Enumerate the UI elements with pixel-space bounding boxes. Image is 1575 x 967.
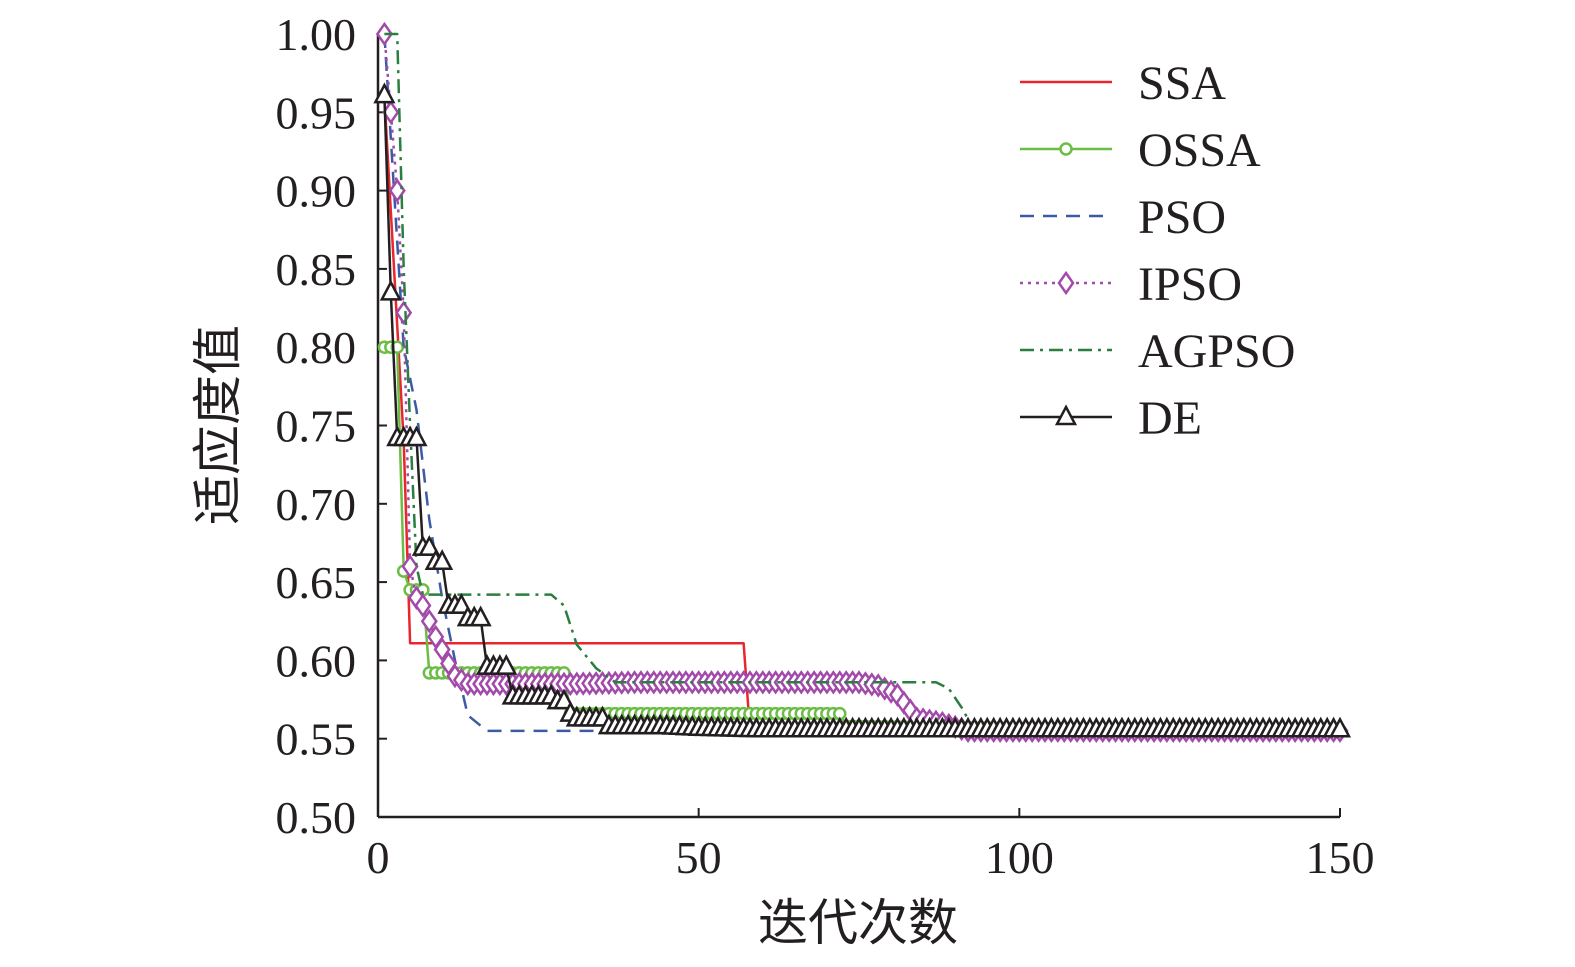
data-point — [469, 605, 492, 627]
legend-item-ssa: SSA — [1020, 57, 1226, 110]
data-point — [418, 534, 441, 556]
legend-item-agpso: AGPSO — [1020, 325, 1295, 378]
y-tick-label: 0.95 — [276, 87, 357, 138]
x-tick-label: 100 — [985, 832, 1054, 883]
x-tick-label: 50 — [676, 832, 722, 883]
y-tick-label: 1.00 — [276, 9, 357, 60]
legend-marker — [1057, 270, 1075, 296]
data-point — [552, 688, 576, 710]
legend-label: DE — [1138, 392, 1202, 445]
data-point — [382, 100, 400, 125]
y-tick-label: 0.75 — [276, 401, 357, 452]
axes: 0.50 0.55 0.60 0.65 0.70 0.75 0.80 0.85 0.90 0.95… — [276, 9, 1375, 883]
legend-label: PSO — [1138, 191, 1226, 244]
x-tick-label: 150 — [1306, 832, 1375, 883]
data-point — [373, 82, 396, 104]
legend-item-ipso: IPSO — [1020, 258, 1242, 311]
data-point — [450, 592, 473, 614]
x-axis-title: 迭代次数 — [758, 894, 958, 952]
legend-marker — [1059, 142, 1073, 156]
data-point — [431, 549, 454, 570]
y-tick-label: 0.60 — [276, 635, 357, 686]
y-tick-label: 0.85 — [276, 244, 357, 295]
legend-item-pso: PSO — [1020, 191, 1226, 244]
series-layer — [373, 21, 1352, 744]
legend-marker — [1054, 404, 1078, 426]
legend-label: OSSA — [1138, 124, 1261, 177]
legend-item-ossa: OSSA — [1020, 124, 1261, 177]
series-de — [373, 82, 1352, 738]
data-point — [401, 554, 419, 579]
data-point — [433, 637, 451, 662]
legend-label: IPSO — [1138, 258, 1242, 311]
y-tick-label: 0.65 — [276, 557, 357, 608]
y-tick-label: 0.70 — [276, 479, 357, 530]
legend-label: SSA — [1138, 57, 1226, 110]
data-point — [420, 609, 438, 634]
data-point — [379, 279, 402, 301]
data-point — [1328, 716, 1352, 738]
data-point — [405, 425, 428, 447]
series-line-agpso — [384, 32, 1340, 733]
y-tick-label: 0.55 — [276, 714, 357, 765]
data-point — [414, 593, 432, 618]
data-point — [495, 653, 518, 675]
legend: SSA OSSA PSO IPSO AGPSO DE — [1020, 57, 1295, 445]
legend-label: AGPSO — [1138, 325, 1295, 378]
y-tick-label: 0.90 — [276, 166, 357, 217]
y-tick-label: 0.80 — [276, 322, 357, 373]
data-point — [395, 300, 413, 325]
legend-item-de: DE — [1020, 392, 1202, 445]
x-tick-label: 0 — [367, 832, 390, 883]
y-tick-label: 0.50 — [276, 792, 357, 843]
series-agpso — [384, 32, 1340, 733]
y-axis-title: 适应度值 — [189, 325, 247, 525]
